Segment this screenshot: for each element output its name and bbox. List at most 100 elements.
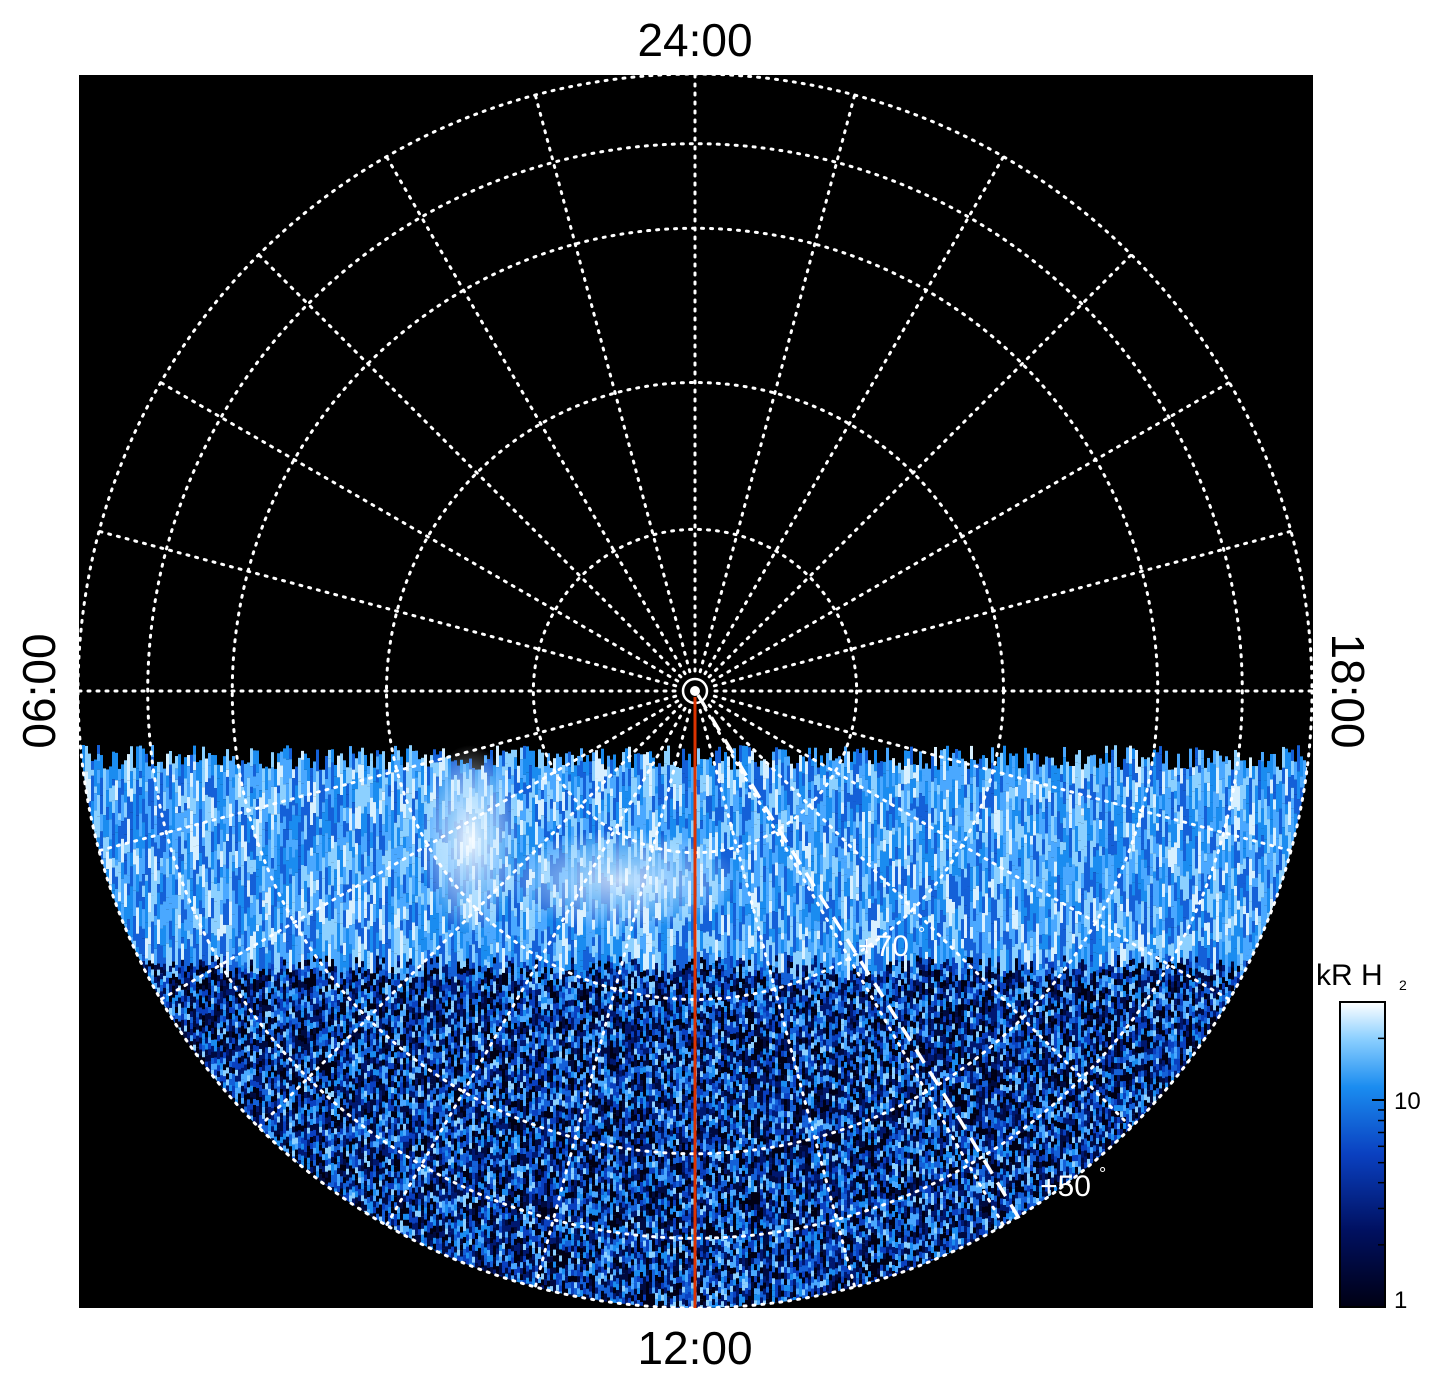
emission-pixel <box>271 886 274 906</box>
emission-pixel <box>127 852 130 876</box>
emission-pixel <box>166 858 169 878</box>
emission-pixel <box>223 918 226 925</box>
emission-pixel <box>271 752 274 768</box>
emission-pixel <box>283 758 286 785</box>
emission-pixel <box>151 770 154 779</box>
emission-pixel <box>217 904 220 929</box>
emission-pixel <box>151 945 154 954</box>
emission-pixel <box>172 829 175 850</box>
emission-pixel <box>172 895 175 909</box>
emission-pixel <box>208 840 211 868</box>
emission-pixel <box>160 772 163 785</box>
emission-pixel <box>148 805 151 834</box>
emission-pixel <box>166 775 169 788</box>
emission-pixel <box>232 928 235 948</box>
emission-pixel <box>130 812 133 830</box>
emission-pixel <box>235 917 238 937</box>
emission-pixel <box>283 829 286 848</box>
emission-pixel <box>208 890 211 918</box>
emission-pixel <box>295 803 298 816</box>
emission-pixel <box>190 852 193 869</box>
emission-pixel <box>151 838 154 847</box>
emission-pixel <box>193 770 196 799</box>
emission-pixel <box>181 943 184 960</box>
emission-pixel <box>286 860 289 886</box>
emission-pixel <box>202 837 205 847</box>
emission-pixel <box>196 929 199 945</box>
emission-pixel <box>256 876 259 900</box>
emission-pixel <box>112 834 115 858</box>
emission-pixel <box>148 779 151 806</box>
emission-pixel <box>202 822 205 838</box>
emission-pixel <box>250 786 253 793</box>
emission-pixel <box>109 766 112 789</box>
emission-pixel <box>193 745 196 755</box>
emission-pixel <box>256 846 259 857</box>
emission-pixel <box>250 748 253 767</box>
emission-pixel <box>187 766 190 784</box>
emission-pixel <box>262 809 265 830</box>
emission-pixel <box>253 764 256 777</box>
emission-pixel <box>268 940 271 951</box>
emission-pixel <box>259 892 262 915</box>
emission-pixel <box>292 902 295 914</box>
emission-pixel <box>151 745 154 758</box>
emission-pixel <box>175 941 178 965</box>
emission-pixel <box>94 810 97 832</box>
emission-pixel <box>292 857 295 876</box>
emission-pixel <box>259 822 262 836</box>
emission-pixel <box>118 826 121 844</box>
emission-pixel <box>172 789 175 809</box>
emission-pixel <box>223 771 226 800</box>
emission-pixel <box>289 759 292 779</box>
emission-pixel <box>286 783 289 809</box>
emission-pixel <box>148 868 151 893</box>
emission-pixel <box>112 785 115 801</box>
emission-pixel <box>118 780 121 788</box>
emission-pixel <box>253 915 256 932</box>
emission-pixel <box>133 839 136 850</box>
emission-pixel <box>181 854 184 861</box>
emission-pixel <box>277 865 280 879</box>
emission-pixel <box>175 768 178 780</box>
emission-pixel <box>283 1307 289 1308</box>
emission-pixel <box>202 801 205 823</box>
emission-pixel <box>130 886 133 910</box>
emission-pixel <box>211 754 214 776</box>
emission-pixel <box>247 796 250 818</box>
emission-pixel <box>154 780 157 806</box>
emission-pixel <box>238 797 241 823</box>
emission-pixel <box>286 941 289 953</box>
emission-pixel <box>157 772 160 794</box>
emission-pixel <box>124 790 127 803</box>
emission-pixel <box>151 778 154 802</box>
emission-pixel <box>103 837 106 859</box>
emission-pixel <box>133 793 136 815</box>
emission-pixel <box>166 897 169 910</box>
emission-pixel <box>97 783 100 795</box>
emission-pixel <box>289 868 292 875</box>
emission-pixel <box>142 938 145 956</box>
emission-pixel <box>127 929 130 937</box>
emission-pixel <box>217 940 220 951</box>
emission-pixel <box>175 779 178 793</box>
emission-pixel <box>214 935 217 949</box>
emission-pixel <box>208 812 211 832</box>
emission-pixel <box>235 774 238 800</box>
emission-pixel <box>220 900 223 915</box>
emission-pixel <box>262 866 265 891</box>
emission-pixel <box>127 883 130 896</box>
emission-pixel <box>226 833 229 842</box>
emission-pixel <box>223 823 226 842</box>
emission-pixel <box>274 931 277 943</box>
emission-pixel <box>142 874 145 886</box>
emission-pixel <box>136 891 139 908</box>
emission-pixel <box>175 879 178 895</box>
emission-pixel <box>232 914 235 929</box>
emission-pixel <box>160 784 163 806</box>
emission-pixel <box>259 948 262 972</box>
emission-pixel <box>163 874 166 902</box>
emission-pixel <box>286 952 289 963</box>
emission-pixel <box>292 814 295 840</box>
emission-pixel <box>277 901 280 909</box>
